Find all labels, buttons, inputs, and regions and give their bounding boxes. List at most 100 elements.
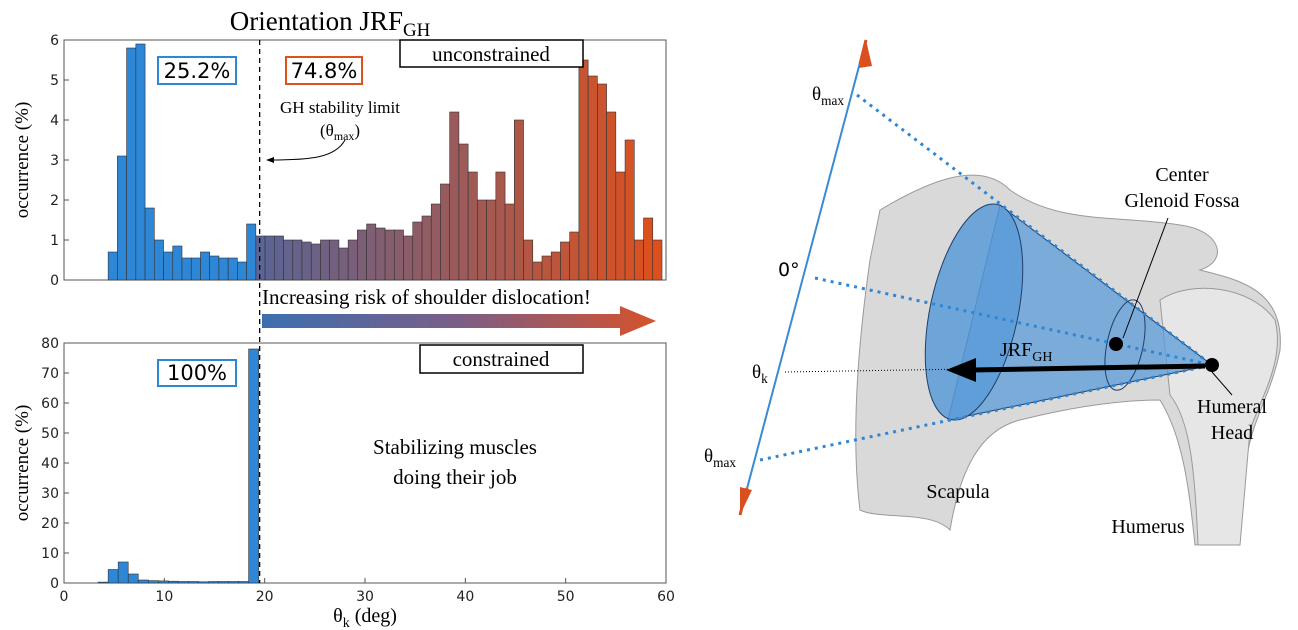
bar [292,239,303,281]
glenoid-label: Glenoid Fossa [1125,190,1240,212]
theta-text: θ [812,84,821,105]
y-tick-label: 2 [50,193,59,209]
bar [597,83,607,281]
bar [606,111,617,281]
bar [172,245,183,281]
force-arrow [971,363,1206,373]
bar [347,239,358,281]
bar [246,223,257,281]
zero-ray [814,276,1213,367]
limit-symbol-text: (θ [320,121,334,140]
theta-label: θmax [812,84,844,108]
y-tick-label: 1 [50,233,59,249]
y-axis-label: occurrence (%) [12,102,33,219]
bar [403,235,414,281]
axis-arrow-top [858,39,868,65]
bar [449,111,460,281]
y-tick-label: 0 [50,576,59,592]
bar [117,561,129,584]
y-tick-label: 4 [50,113,59,129]
humeral-head-point [1205,358,1219,372]
y-tick-label: 10 [41,546,59,562]
leader-line [1122,217,1169,339]
bar [532,261,543,281]
bar [301,241,312,281]
bar [560,241,570,281]
head-label: Humeral [1197,396,1267,418]
y-tick-label: 80 [41,336,59,352]
bar [486,199,497,281]
share-label: 25.2% [164,59,231,83]
bar [467,171,478,281]
x-axis-label: θk (deg) [333,605,397,630]
bar [135,43,146,281]
bar [190,257,201,281]
bar [218,257,229,281]
bar [107,569,119,584]
bar [477,199,487,281]
bar [329,239,340,281]
bar [248,348,259,584]
bar [208,581,219,584]
angle-axis [739,39,867,516]
bar [255,235,266,281]
bar [97,581,109,584]
limit-label: GH stability limit [280,98,400,117]
bar [624,139,635,281]
force-sub: GH [1032,350,1052,365]
force-label: JRFGH [1000,339,1052,365]
note: doing their job [393,465,517,489]
bar [228,581,239,584]
bar [412,221,423,281]
plot-frame [63,342,667,584]
bar [163,251,174,281]
x-tick-label: 10 [155,589,173,605]
theta-label: θk [752,362,768,386]
limit-symbol-suffix: ) [354,121,360,140]
bar [430,203,441,281]
glenoid-outline [1104,299,1146,391]
limit-ray [759,363,1213,462]
share-label: 74.8% [291,59,358,83]
bar [158,580,169,584]
y-tick-label: 5 [50,73,59,89]
y-tick-label: 3 [50,153,59,169]
theta-text: θ [704,446,713,467]
theta-text: θ [752,362,761,383]
glenoid-center-point [1109,337,1123,351]
y-tick-label: 40 [41,456,59,472]
bar [188,581,199,584]
limit-symbol: (θmax) [320,121,360,143]
bar [117,155,127,281]
y-tick-label: 70 [41,366,59,382]
bar [578,59,589,281]
bar [320,239,330,281]
bar [144,207,155,281]
x-tick-label: 40 [456,589,474,605]
bar [643,217,654,281]
x-tick-label: 20 [256,589,274,605]
share-label: 100% [167,361,227,385]
bar [504,203,515,281]
bar [218,581,229,584]
head-label: Head [1211,422,1253,444]
plot-bottom: 0 10 20 30 40 50 60 70 80 0 10 20 30 40 50 60 [41,336,675,605]
bar [168,580,179,584]
bar [338,247,349,281]
bar [127,573,139,584]
share-box [157,56,237,85]
y-tick-label: 60 [41,396,59,412]
x-tick-label: 0 [60,589,69,605]
y-tick-label: 50 [41,426,59,442]
x-tick-label: 30 [356,589,374,605]
bar [273,235,284,281]
y-axis-label: occurrence (%) [12,405,33,522]
bar [283,239,294,281]
mode-label: constrained [453,347,550,371]
bar [200,251,210,281]
bar [633,239,644,281]
diagram: θmax 0° θk θmax Center Glenoid Fossa JRF… [704,39,1281,546]
theta-sub: k [761,371,768,386]
bar [181,257,192,281]
